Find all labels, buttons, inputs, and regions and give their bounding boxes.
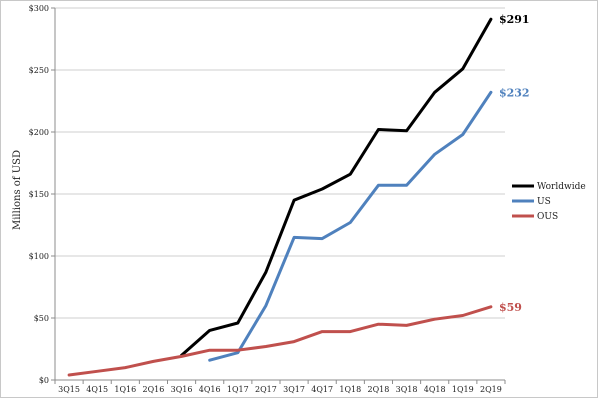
x-tick-label: 4Q18 [424,385,446,394]
data-point-worldwide [489,17,493,21]
data-point-us [320,237,324,240]
data-point-ous [461,314,465,317]
y-tick-label: $200 [29,128,49,137]
data-point-us [405,184,408,187]
end-labels: $291 $232 $59 [499,13,530,314]
data-point-us [349,221,352,224]
data-point-worldwide [461,67,465,70]
data-point-ous [489,305,493,309]
end-label-us: $232 [499,86,530,99]
legend-label-ous: OUS [537,212,558,222]
data-point-us [461,133,465,136]
y-tick-label: $250 [29,66,49,75]
data-point-worldwide [292,199,296,202]
legend-label-worldwide: Worldwide [537,182,586,192]
data-point-ous [124,366,127,369]
grid-lines [55,7,505,381]
data-point-us [377,184,380,187]
data-point-ous [208,349,211,352]
x-tick-label: 2Q17 [255,385,277,394]
data-point-ous [180,355,183,358]
x-tick-label: 3Q18 [396,385,418,394]
data-point-ous [236,349,240,352]
x-tick-label: 2Q16 [143,385,165,394]
x-tick-label: 4Q16 [199,385,221,394]
x-tick-label: 3Q16 [171,385,193,394]
y-tick-label: $300 [29,4,49,13]
x-tick-label: 4Q17 [311,385,333,394]
data-point-us [433,153,436,156]
data-point-ous [264,345,268,348]
legend-label-us: US [537,197,551,207]
data-point-us [208,358,211,362]
data-point-ous [320,330,324,333]
data-point-worldwide [405,129,408,132]
x-tick-label: 3Q17 [283,385,305,394]
data-point-worldwide [377,128,380,131]
x-tick-label: 1Q17 [227,385,249,394]
x-tick-label: 2Q19 [480,385,502,394]
data-point-us [292,236,296,239]
data-point-ous [433,318,436,321]
data-point-ous [67,373,71,377]
axes: $0 $50 $100 $150 $200 $250 $300 3Q15 4Q15 1Q16 2Q1… [29,4,506,394]
data-point-us [489,91,493,94]
x-tick-label: 1Q19 [452,385,474,394]
data-point-ous [95,370,99,373]
x-tick-label: 2Q18 [368,385,390,394]
data-point-worldwide [264,270,268,274]
data-point-worldwide [433,91,436,94]
data-point-ous [377,323,380,326]
x-tick-label: 4Q15 [86,385,108,394]
data-point-ous [349,330,352,333]
data-point-worldwide [349,172,352,176]
data-point-ous [152,360,155,363]
series-line-worldwide [180,17,493,357]
x-tick-label: 1Q18 [339,385,361,394]
y-tick-label: $50 [34,314,49,323]
end-label-worldwide: $291 [499,13,530,26]
data-point-us [236,351,240,354]
x-tick-label: 1Q16 [114,385,136,394]
y-tick-label: $150 [29,190,49,199]
y-tick-label: $0 [39,376,49,385]
data-point-ous [405,324,408,327]
end-label-ous: $59 [499,301,522,314]
y-tick-label: $100 [29,252,49,261]
series-lines [67,17,493,377]
data-point-worldwide [236,321,240,325]
legend: Worldwide US OUS [512,182,586,222]
x-tick-label: 3Q15 [58,385,80,394]
data-point-worldwide [320,187,324,191]
data-point-worldwide [208,329,211,332]
series-line-ous [67,305,493,377]
data-point-ous [292,340,296,343]
data-point-us [264,304,268,307]
y-axis-label: Millions of USD [12,150,23,230]
